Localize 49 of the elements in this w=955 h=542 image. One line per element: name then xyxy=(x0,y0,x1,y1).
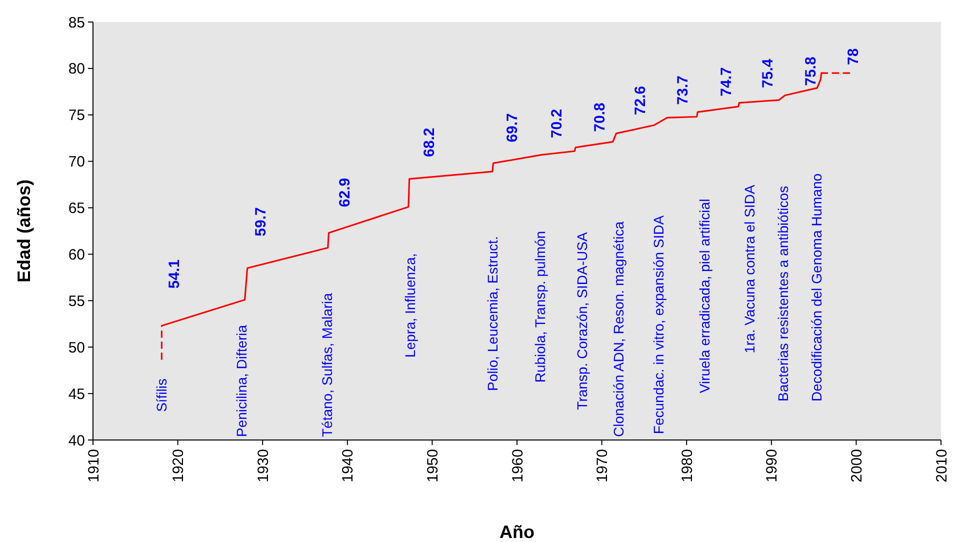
x-tick-label: 1920 xyxy=(170,449,188,482)
annotation: Bacterias resistentes a antibióticos xyxy=(775,186,792,402)
x-tick-label: 1950 xyxy=(424,449,442,482)
annotation: 73.7 xyxy=(674,75,692,105)
y-tick-label: 75 xyxy=(68,107,85,124)
annotation: 62.9 xyxy=(336,178,354,208)
y-tick-label: 50 xyxy=(68,339,85,356)
annotation: 75.4 xyxy=(759,58,776,88)
x-tick-label: 2010 xyxy=(933,449,950,482)
annotation: Fecundac. in vitro, expansión SIDA xyxy=(650,214,667,434)
y-axis-title: Edad (años) xyxy=(14,179,34,283)
x-tick-label: 1980 xyxy=(678,449,696,482)
x-tick-label: 2000 xyxy=(848,449,866,482)
x-tick-label: 1930 xyxy=(254,449,272,482)
annotation: Viruela erradicada, piel artificial xyxy=(696,198,712,394)
annotation: Sífilis xyxy=(154,378,170,412)
annotation: 59.7 xyxy=(252,207,270,236)
annotation: 74.7 xyxy=(718,67,735,96)
y-tick-label: 80 xyxy=(68,60,85,78)
annotation: Decodificación del Genoma Humano xyxy=(808,173,824,402)
x-tick-label: 1960 xyxy=(509,449,526,482)
x-tick-label: 1970 xyxy=(594,449,612,482)
x-tick-label: 1910 xyxy=(85,449,102,482)
annotation: Rubiola, Transp. pulmón xyxy=(532,230,548,383)
annotation: Penicilina, Difteria xyxy=(233,324,250,437)
x-axis-title: Año xyxy=(500,522,534,542)
annotation: 70.2 xyxy=(548,108,566,138)
y-tick-label: 85 xyxy=(68,14,85,32)
y-tick-label: 60 xyxy=(68,246,85,264)
y-tick-label: 55 xyxy=(68,292,85,310)
annotation: Clonación ADN, Reson. magnética xyxy=(610,221,627,437)
annotation: 78 xyxy=(845,48,862,65)
annotation: 68.2 xyxy=(421,128,438,157)
annotation: Lepra, Influenza, xyxy=(402,253,418,358)
x-tick-label: 1990 xyxy=(764,449,781,482)
annotation: 54.1 xyxy=(166,259,183,289)
annotation: 75.8 xyxy=(802,56,820,86)
annotation: 1ra. Vacuna contra el SIDA xyxy=(741,184,758,354)
annotation: 72.6 xyxy=(632,86,650,116)
y-tick-label: 40 xyxy=(68,432,85,450)
annotation: 70.8 xyxy=(592,102,609,132)
annotation: Tétano, Sulfas, Malaria xyxy=(318,292,335,437)
x-tick-label: 1940 xyxy=(340,449,357,482)
y-tick-label: 65 xyxy=(68,200,85,218)
annotation: Transp. Corazón, SIDA-USA xyxy=(574,232,590,410)
annotation: 69.7 xyxy=(504,113,522,142)
y-tick-label: 45 xyxy=(68,386,85,403)
y-tick-label: 70 xyxy=(68,154,85,171)
annotation: Polio, Leucemia, Estruct. xyxy=(484,236,500,392)
